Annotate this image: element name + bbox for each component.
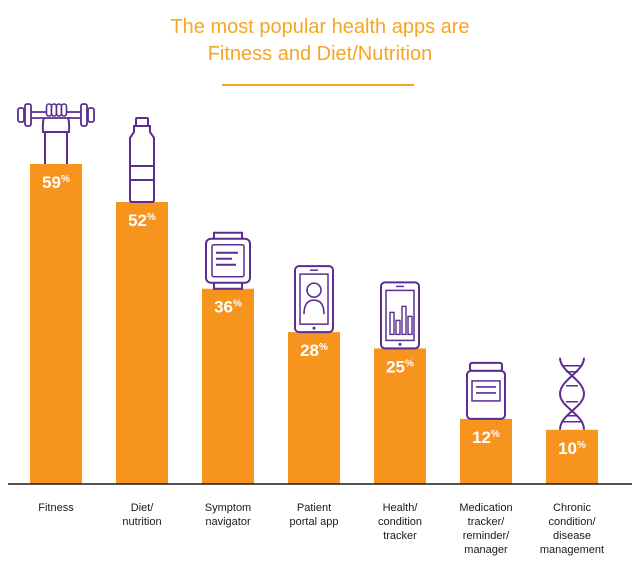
title-divider [222, 84, 414, 86]
category-label: Fitness [38, 502, 74, 514]
mini-bar [407, 315, 413, 336]
mini-bar [395, 319, 401, 336]
mini-bar [401, 305, 407, 336]
bottle-body [129, 124, 155, 203]
data-label: 25% [386, 357, 414, 376]
data-label: 36% [214, 298, 242, 317]
dumbbell-hand-icon [17, 103, 95, 164]
category-label: Symptom navigator [204, 502, 252, 528]
bar [116, 201, 168, 484]
bars-group: 59% 52% 36% 28% 25% 12% 10% [30, 164, 598, 484]
dumbbell-plate [87, 107, 95, 123]
bar [460, 418, 512, 484]
bar [30, 164, 82, 484]
tablet-screen [299, 273, 329, 325]
icons-group [17, 103, 586, 430]
dna-strand-a [559, 357, 586, 430]
dumbbell-plate [80, 103, 88, 127]
finger [60, 103, 68, 117]
category-label: Health/condition tracker [377, 502, 423, 542]
bar [374, 348, 426, 484]
mini-bar [389, 311, 395, 336]
data-label: 10% [558, 439, 586, 458]
tablet-patient-icon [294, 265, 334, 334]
dna-strand-b [558, 357, 585, 430]
water-bottle-icon [129, 116, 155, 203]
pill-bottle-icon [466, 361, 506, 420]
category-label: Chronic condition/disease management [539, 502, 605, 556]
tablet-button [398, 342, 402, 346]
dumbbell-plate [24, 103, 32, 127]
pill-label [471, 380, 501, 402]
data-label: 59% [42, 173, 70, 192]
pill-cap [469, 361, 503, 372]
category-label: Medication tracker/reminder/manager [459, 502, 513, 556]
patient-head [306, 282, 322, 298]
tablet-chart-icon [380, 281, 420, 350]
data-label: 12% [472, 428, 500, 447]
bar [288, 332, 340, 484]
dumbbell-plate [17, 107, 25, 123]
bar [546, 429, 598, 484]
bar [202, 288, 254, 484]
tablet-button [312, 326, 316, 330]
dna-icon [558, 357, 586, 430]
bottle-cap [135, 116, 149, 127]
data-label: 52% [128, 211, 156, 230]
category-label: Patient portal app [289, 502, 339, 528]
data-label: 28% [300, 341, 328, 360]
wrist-lines [44, 130, 68, 164]
category-label: Diet/nutrition [122, 502, 162, 528]
smartwatch-icon [205, 231, 251, 290]
watch-screen [211, 243, 245, 278]
chart-title-line1: The most popular health apps are [170, 16, 470, 38]
chart-title-line2: Fitness and Diet/Nutrition [207, 43, 433, 65]
patient-body [303, 299, 325, 315]
